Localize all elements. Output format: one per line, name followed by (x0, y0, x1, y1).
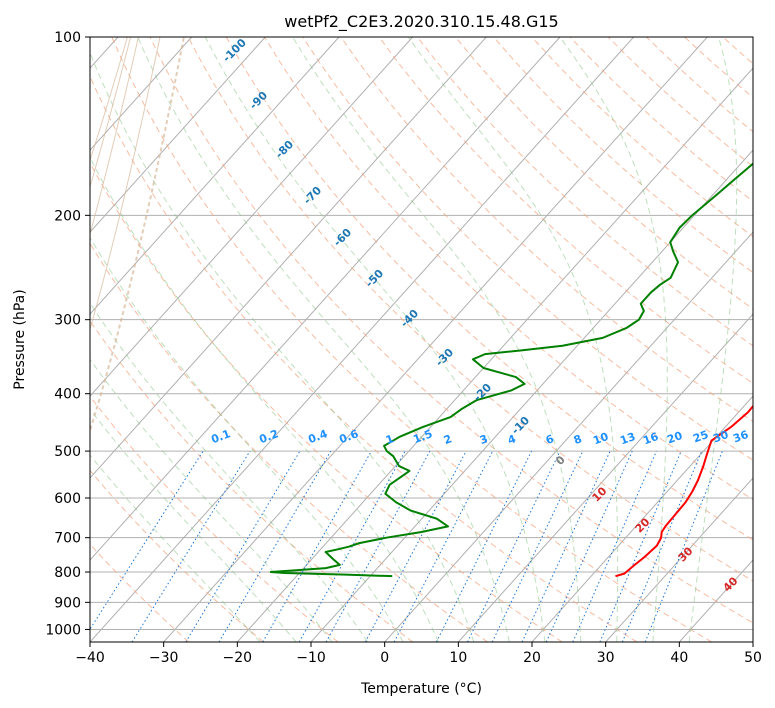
axes-frame (89, 36, 754, 643)
x-tick-label: −40 (75, 650, 105, 666)
moist-adiabat-line (90, 358, 333, 642)
mixing-ratio-line (491, 450, 584, 642)
moist-adiabat-line (90, 408, 297, 642)
mixing-ratio-line (572, 450, 657, 642)
mixing-ratio-label: 16 (641, 430, 660, 448)
mixing-ratio-label: 13 (618, 430, 637, 447)
mixing-ratio-label: 2 (442, 432, 454, 447)
moist-adiabat-line (292, 37, 582, 642)
x-tick-label: −20 (223, 650, 253, 666)
y-tick-label: 400 (54, 387, 81, 403)
isotherm-gridline (605, 477, 753, 642)
y-tick-label: 1000 (45, 622, 81, 638)
moist-adiabat-line (90, 51, 475, 642)
dry-adiabat-line (149, 37, 753, 624)
x-tick-label: −10 (296, 650, 326, 666)
mixing-ratio-label: 20 (665, 429, 684, 447)
isotherm-gridline (310, 149, 753, 642)
dry-adiabat-line (90, 395, 339, 642)
moist-adiabat-line (204, 37, 546, 642)
mixing-ratio-line (262, 450, 372, 642)
moist-adiabat-line (407, 37, 619, 642)
y-tick-label: 300 (54, 313, 81, 329)
profile-lines (269, 162, 753, 578)
dewpoint-profile-line (269, 162, 753, 578)
isotherm-gridline (90, 37, 414, 397)
mixing-ratio-label: 0.6 (337, 427, 360, 446)
mixing-ratio-label: 10 (591, 430, 610, 448)
mixing-ratio-label: 1 (384, 432, 396, 447)
x-tick-label: 40 (670, 650, 688, 666)
mixing-ratio-label: 25 (691, 428, 710, 445)
y-axis-label: Pressure (hPa) (12, 289, 28, 389)
x-tick-label: 20 (523, 650, 541, 666)
moist-adiabat-line (137, 37, 510, 642)
dry-adiabat-line (90, 543, 190, 642)
mixing-ratio-line (621, 450, 703, 642)
moist-adiabat-line (90, 302, 369, 642)
mixing-ratio-line (131, 450, 251, 642)
isotherm-gridline (90, 37, 266, 233)
y-tick-label: 900 (54, 595, 81, 611)
mixing-ratio-line (521, 450, 611, 642)
mixing-ratio-label: 0.1 (209, 427, 232, 446)
chart-title: wetPf2_C2E3.2020.310.15.48.G15 (284, 12, 558, 32)
isotherm-gridline (163, 37, 708, 642)
y-tick-label: 100 (54, 30, 81, 46)
mixing-ratio-label: 30 (711, 428, 730, 446)
mixing-ratio-label: 0.2 (257, 427, 280, 446)
isotherm-gridline (236, 67, 753, 642)
mixing-ratio-label: 3 (478, 432, 490, 447)
x-axis-label: Temperature (°C) (360, 681, 482, 697)
x-tick-label: −30 (149, 650, 179, 666)
x-tick-label: 0 (380, 650, 389, 666)
mixing-ratio-label: 8 (572, 432, 584, 447)
mixing-ratio-line (599, 450, 682, 642)
mixing-ratio-line (218, 450, 332, 642)
mixing-ratio-label: 0.4 (306, 427, 329, 446)
reference-curve (90, 37, 161, 332)
y-tick-label: 700 (54, 531, 81, 547)
y-tick-label: 800 (54, 565, 81, 581)
axis-ticks: −40 −30 −20 −10 0 10 20 30 40 50 1000 900 800 700 600 5… (45, 30, 762, 666)
isotherm-gridline (90, 37, 193, 151)
dry-adiabat-line (455, 37, 753, 310)
dry-adiabat-line (90, 242, 488, 642)
y-tick-label: 200 (54, 208, 81, 224)
dry-adiabat-line (90, 161, 563, 642)
plot-area (90, 37, 753, 642)
mixing-ratio-label: 6 (544, 432, 556, 447)
isotherm-gridline (531, 395, 753, 642)
isotherm-gridline (90, 37, 635, 642)
mixing-ratio-line (185, 450, 301, 642)
y-tick-label: 500 (54, 444, 81, 460)
moist-adiabat-line (688, 37, 738, 642)
mixing-ratio-line (325, 450, 431, 642)
moist-adiabat-line (90, 454, 261, 642)
moist-adiabat-line (559, 37, 668, 642)
dry-adiabat-line (90, 469, 264, 642)
temperature-profile-line (615, 404, 753, 578)
x-tick-label: 50 (744, 650, 762, 666)
mixing-ratio-line (545, 450, 633, 642)
mixing-ratio-label: 36 (731, 428, 750, 446)
y-tick-label: 600 (54, 491, 81, 507)
mixing-ratio-label: 4 (506, 432, 518, 447)
x-tick-label: 30 (597, 650, 615, 666)
isotherm-gridline (90, 37, 487, 479)
isotherm-gridline (384, 231, 753, 642)
dry-adiabat-line (111, 37, 712, 642)
mixing-ratio-line (90, 450, 204, 631)
isotherm-gridline (90, 37, 561, 561)
x-tick-label: 10 (449, 650, 467, 666)
mixing-ratio-line (467, 450, 561, 642)
isotherm-gridline (457, 313, 753, 642)
moist-adiabat-line (90, 236, 404, 642)
moist-adiabat-line (90, 156, 439, 642)
mixing-ratio-label: 1.5 (411, 427, 434, 446)
